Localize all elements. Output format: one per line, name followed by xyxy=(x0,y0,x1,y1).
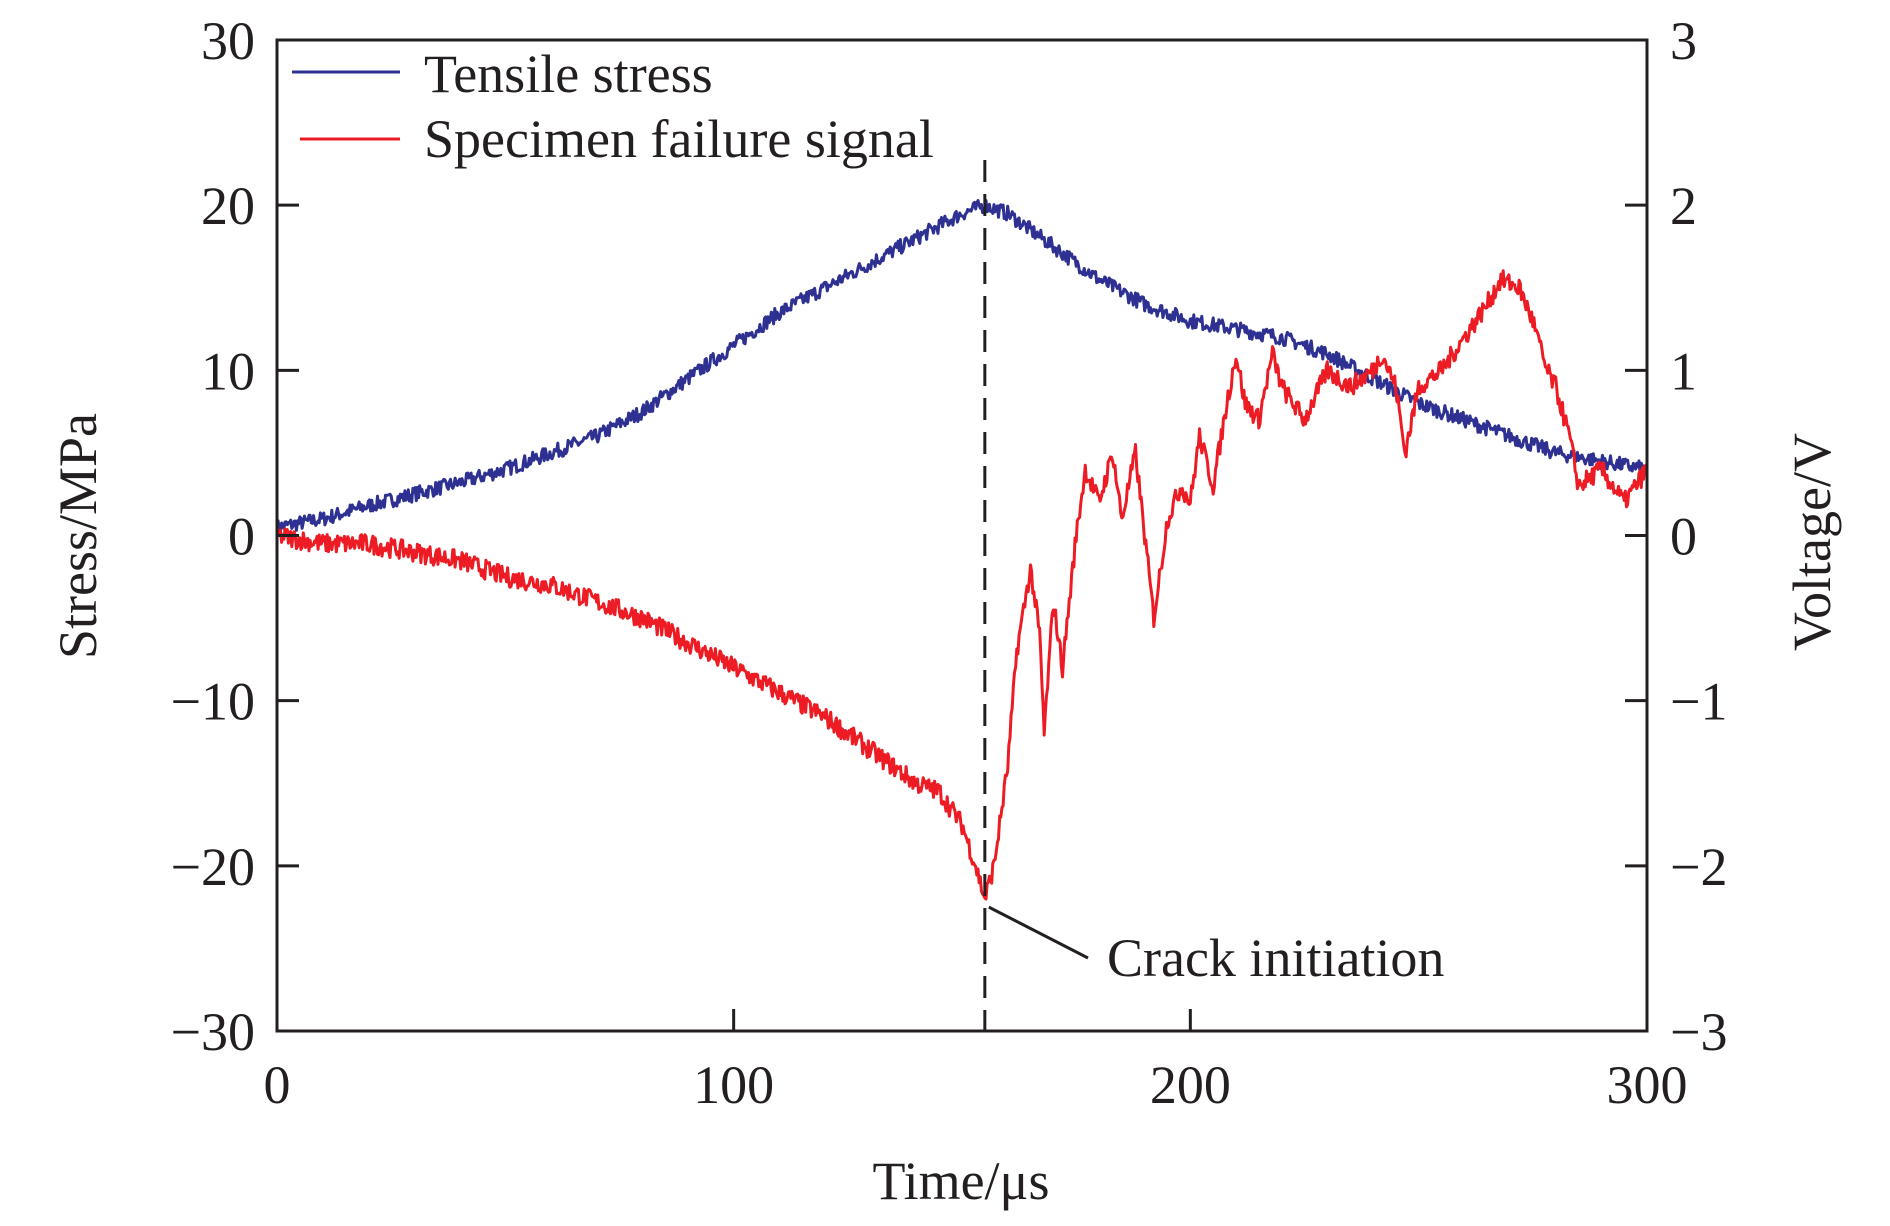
y-axis-label: Stress/MPa xyxy=(48,413,108,659)
annotation-leader-line xyxy=(988,905,1089,960)
y-tick-label: 10 xyxy=(201,341,255,401)
legend: Tensile stress Specimen failure signal xyxy=(292,44,934,169)
y-tick-label: −30 xyxy=(171,1002,255,1062)
y2-tick-label: 3 xyxy=(1670,11,1697,71)
crack-annotation: Crack initiation xyxy=(988,905,1444,988)
x-axis-label: Time/μs xyxy=(872,1151,1049,1211)
x-tick-label: 200 xyxy=(1150,1055,1231,1115)
legend-label-failure-signal: Specimen failure signal xyxy=(424,109,934,169)
y2-tick-label: 1 xyxy=(1670,341,1697,401)
x-tick-label: 300 xyxy=(1607,1055,1688,1115)
y2-tick-label: 2 xyxy=(1670,176,1697,236)
y-tick-label: 20 xyxy=(201,176,255,236)
y-tick-label: −20 xyxy=(171,837,255,897)
y2-axis-label: Voltage/V xyxy=(1782,433,1842,651)
series-line-tensile-stress xyxy=(275,199,1649,535)
y-tick-label: 30 xyxy=(201,11,255,71)
series-line-failure-signal xyxy=(275,269,1649,901)
plot-frame xyxy=(275,38,1649,1033)
y-tick-label: 0 xyxy=(228,507,255,567)
y2-tick-label: −3 xyxy=(1670,1002,1727,1062)
plot-layer xyxy=(275,160,1649,1031)
y2-tick-label: −1 xyxy=(1670,672,1727,732)
y2-tick-label: −2 xyxy=(1670,837,1727,897)
legend-label-tensile-stress: Tensile stress xyxy=(424,44,713,104)
x-tick-label: 0 xyxy=(264,1055,291,1115)
x-tick-label: 100 xyxy=(693,1055,774,1115)
annotation-text: Crack initiation xyxy=(1107,928,1444,988)
y-tick-label: −10 xyxy=(171,672,255,732)
y2-tick-label: 0 xyxy=(1670,507,1697,567)
